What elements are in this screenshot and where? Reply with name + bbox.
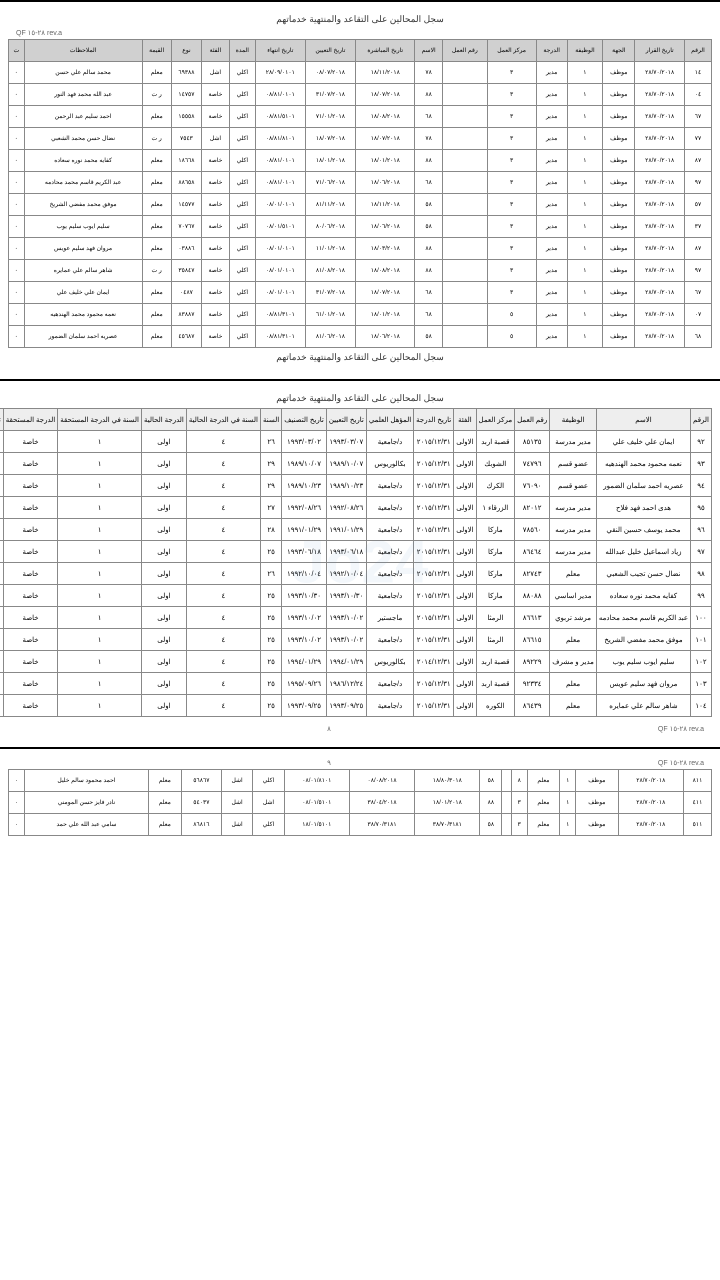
table-row: ٦٧٢٨/٧٠/٢٠١٨موظف١مدير٣٦٨١٨/٠٨/٢٠١٨٧١/٠١/…	[9, 106, 712, 128]
col-header: السنة	[261, 409, 282, 431]
col-header: السنة في الدرجة المستحقة	[58, 409, 142, 431]
meta-3c: ٩	[327, 759, 331, 767]
table-3: ٨١١٢٨/٧٠/٢٠١٨موظف١معلم٨٥٨١٨/٨٠/٣٠١٨٠٨/٠٨…	[8, 769, 712, 836]
table-row: ٧٧٢٨/٧٠/٢٠١٨موظف١مدير٣٧٨١٨/٠٧/٢٠١٨١٨/٠٧/…	[9, 128, 712, 150]
table-row: ٦٨٢٨/٧٠/٢٠١٨موظف١مدير٥٥٨١٨/٠٦/٢٠١٨٨١/٠٦/…	[9, 326, 712, 348]
col-header: تاريخ القرار	[635, 40, 684, 62]
table-row: ١٠٠عبد الكريم قاسم محمد محادمهمرشد تربوي…	[0, 607, 712, 629]
col-header: الملاحظات	[24, 40, 142, 62]
col-header: الرقم	[691, 409, 712, 431]
table-2: الرقمالاسمالوظيفةرقم العملمركز العملالفئ…	[0, 408, 712, 717]
table-row: ٩٩كفايه محمد نوره سعادهمدير اساسي٨٨٠٨٨ما…	[0, 585, 712, 607]
table-row: ٠٤٢٨/٧٠/٢٠١٨موظف١مدير٣٨٨١٨/٠٧/٢٠١٨٣١/٠٧/…	[9, 84, 712, 106]
col-header: السنة في الدرجة الحالية	[186, 409, 260, 431]
col-header: الدرجة	[536, 40, 567, 62]
table-row: ٣٧٢٨/٧٠/٢٠١٨موظف١مدير٣٥٨١٨/٠٦/٢٠١٨٨٠/٠٦/…	[9, 216, 712, 238]
table-row: ٩٣نعمه محمود محمد الهندهيهعضو قسم٧٤٧٩٦ال…	[0, 453, 712, 475]
table-row: ٩٦محمد يوسف حسين النقيمدير مدرسه٧٨٥٦٠مار…	[0, 519, 712, 541]
table-row: ٥١١٢٨/٧٠/٢٠١٨موظف١معلم٣٥٨٣٨/٧٠/٣١٨١٣٨/٧٠…	[9, 814, 712, 836]
table-row: ٩٤عصريه احمد سلمان الضمورعضو قسم٧٦٠٩٠الك…	[0, 475, 712, 497]
table-row: ١٠٢سليم ايوب سليم يوبمدير و مشرف٨٩٢٢٩قصب…	[0, 651, 712, 673]
table-row: ٨٧٢٨/٧٠/٢٠١٨موظف١مدير٣٨٨١٨/٠١/٢٠١٨١٨/٠١/…	[9, 150, 712, 172]
table-row: ٨٧٢٨/٧٠/٢٠١٨موظف١مدير٣٨٨١٨/٠٣/٢٠١٨١١/٠١/…	[9, 238, 712, 260]
col-header: القيمة	[142, 40, 171, 62]
title-1: سجل المحالين على التقاعد والمنتهية خدمات…	[8, 14, 712, 25]
col-header: تاريخ المباشرة	[356, 40, 415, 62]
meta-1: QF ٢٨-١٥ rev.a	[16, 29, 704, 37]
section-2: Jo24 سجل المحالين على التقاعد والمنتهية …	[0, 379, 720, 743]
table-row: ١٠٣مروان فهد سليم عويسمعلم٩٢٣٣٤قصبة اربد…	[0, 673, 712, 695]
col-header: رقم العمل	[442, 40, 487, 62]
table-row: ٥٧٢٨/٧٠/٢٠١٨موظف١مدير٣٥٨١٨/١١/٢٠١٨٨١/١١/…	[9, 194, 712, 216]
table-row: ٩٨نضال حسن تجيب الشعبيمعلم٨٢٧٤٣ماركاالاو…	[0, 563, 712, 585]
col-header: الدرجة المستحقة	[3, 409, 57, 431]
col-header: الرقم	[684, 40, 711, 62]
table-1: ١٤٢٨/٧٠/٢٠١٨موظف١مدير٣٧٨١٨/١١/٢٠١٨٠٨/٠٧/…	[8, 39, 712, 348]
table-row: ٩٢ايمان علي خليف عليمدير مدرسة٨٥١٣٥قصبة …	[0, 431, 712, 453]
table-row: ١٠٤شاهر سالم علي عمايرهمعلم٨٦٤٣٩الكورهال…	[0, 695, 712, 717]
col-header: تاريخ انتهاء	[256, 40, 305, 62]
table-row: ٩٧زياد اسماعيل خليل عبداللهمدير مدرسه٨٦٤…	[0, 541, 712, 563]
col-header: المؤهل العلمي	[366, 409, 413, 431]
col-header: تاريخ الدرجة	[414, 409, 454, 431]
table-row: ٨١١٢٨/٧٠/٢٠١٨موظف١معلم٨٥٨١٨/٨٠/٣٠١٨٠٨/٠٨…	[9, 770, 712, 792]
table-row: ١٠١موفق محمد مفضي الشريخمعلم٨٦٦١٥الرمثاا…	[0, 629, 712, 651]
col-header: رقم العمل	[515, 409, 550, 431]
table-row: ٤١١٢٨/٧٠/٢٠١٨موظف١معلم٣٨٨١٨/٠١/٢٠١٨٣٨/٠٤…	[9, 792, 712, 814]
section-3: QF ٢٨-١٥ rev.a ٩ ٨١١٢٨/٧٠/٢٠١٨موظف١معلم٨…	[0, 747, 720, 844]
col-header: تاريخ التصنيف	[282, 409, 327, 431]
col-header: تاريخ التعيين	[326, 409, 366, 431]
col-header: الوظيفة	[550, 409, 597, 431]
table-row: ٠٧٢٨/٧٠/٢٠١٨موظف١مدير٥٦٨١٨/٠١/٢٠١٨٦١/٠١/…	[9, 304, 712, 326]
col-header: المدة	[229, 40, 255, 62]
meta-2c: ٨	[327, 725, 331, 733]
col-header: الدرجة الحالية	[141, 409, 186, 431]
title-2: سجل المحالين على التقاعد والمنتهية خدمات…	[8, 393, 712, 404]
table-row: ٦٧٢٨/٧٠/٢٠١٨موظف١مدير٣٦٨١٨/٠٧/٢٠١٨٣١/٠٧/…	[9, 282, 712, 304]
col-header: تاريخ الدرجة المستحقة	[0, 409, 3, 431]
col-header: الجهة	[603, 40, 635, 62]
title-1b: سجل المحالين على التقاعد والمنتهية خدمات…	[8, 352, 712, 363]
col-header: مركز العمل	[487, 40, 536, 62]
col-header: مركز العمل	[476, 409, 515, 431]
meta-2l: QF ٢٨-١٥ rev.a	[658, 725, 704, 733]
section-1: سجل المحالين على التقاعد والمنتهية خدمات…	[0, 0, 720, 375]
col-header: الفئة	[454, 409, 476, 431]
col-header: الاسم	[596, 409, 690, 431]
table-row: ٩٧٢٨/٧٠/٢٠١٨موظف١مدير٣٨٨١٨/٠٨/٢٠١٨٨١/٠٨/…	[9, 260, 712, 282]
col-header: تاريخ التعيين	[305, 40, 356, 62]
col-header: ت	[9, 40, 25, 62]
col-header: الاسم	[415, 40, 443, 62]
table-row: ٩٥هدى احمد فهد فلاحمدير مدرسه٨٢٠١٢الزرقا…	[0, 497, 712, 519]
col-header: الفئة	[202, 40, 229, 62]
table-row: ٩٧٢٨/٧٠/٢٠١٨موظف١مدير٣٦٨١٨/٠٦/٢٠١٨٧١/٠٦/…	[9, 172, 712, 194]
meta-3l: QF ٢٨-١٥ rev.a	[658, 759, 704, 767]
table-row: ١٤٢٨/٧٠/٢٠١٨موظف١مدير٣٧٨١٨/١١/٢٠١٨٠٨/٠٧/…	[9, 62, 712, 84]
col-header: نوع	[171, 40, 202, 62]
col-header: الوظيفة	[567, 40, 602, 62]
